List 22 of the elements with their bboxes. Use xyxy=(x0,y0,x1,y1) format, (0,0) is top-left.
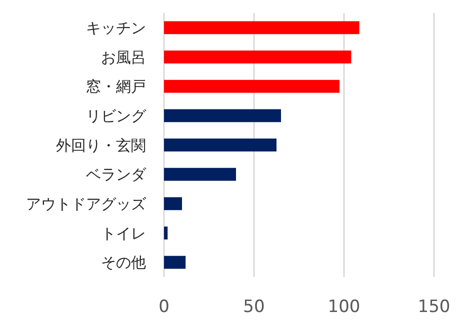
x-tick-label: 50 xyxy=(243,297,265,317)
bar xyxy=(164,168,236,181)
bar xyxy=(164,50,352,64)
bar xyxy=(164,80,340,93)
y-tick-label: リビング xyxy=(86,106,147,125)
y-tick-label: キッチン xyxy=(86,18,146,37)
bar xyxy=(164,21,360,34)
y-tick-label: ベランダ xyxy=(86,166,147,184)
x-tick-label: 150 xyxy=(418,297,450,317)
y-tick-label: お風呂 xyxy=(101,48,146,66)
bar xyxy=(164,226,168,240)
y-tick-label: 窓・網戸 xyxy=(86,78,146,96)
y-tick-label: その他 xyxy=(101,254,146,272)
bar xyxy=(164,256,186,269)
y-tick-label: 外回り・玄関 xyxy=(56,136,146,154)
bar xyxy=(164,138,276,152)
y-tick-label: アウトドアグッズ xyxy=(26,194,147,213)
bar xyxy=(164,109,281,122)
bar xyxy=(164,197,182,210)
y-tick-label: トイレ xyxy=(101,224,146,242)
x-tick-label: 0 xyxy=(158,297,170,317)
x-tick-label: 100 xyxy=(328,297,360,317)
